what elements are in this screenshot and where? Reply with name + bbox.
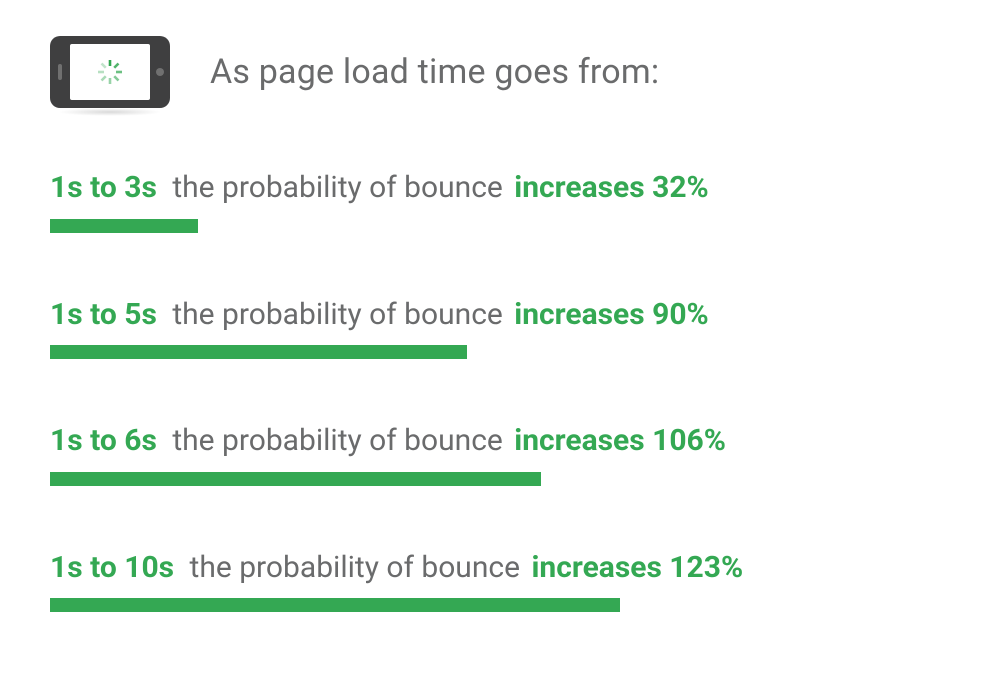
- bar-fill: [50, 219, 198, 233]
- time-range: 1s to 6s: [50, 423, 157, 458]
- infographic-title: As page load time goes from:: [210, 52, 659, 92]
- row-middle-text: the probability of bounce: [172, 170, 503, 205]
- bar-fill: [50, 598, 620, 612]
- phone-home-button: [156, 68, 164, 76]
- phone-speaker: [58, 64, 62, 80]
- time-range: 1s to 10s: [50, 550, 174, 585]
- row-text: 1s to 6s the probability of bounce incre…: [50, 421, 950, 462]
- bar-track: [50, 472, 950, 486]
- rows-container: 1s to 3s the probability of bounce incre…: [50, 168, 950, 612]
- bounce-row: 1s to 3s the probability of bounce incre…: [50, 168, 950, 233]
- bar-track: [50, 598, 950, 612]
- row-middle-text: the probability of bounce: [172, 297, 503, 332]
- increase-label: increases 32%: [514, 170, 708, 205]
- bar-track: [50, 219, 950, 233]
- bar-fill: [50, 345, 467, 359]
- time-range: 1s to 5s: [50, 297, 157, 332]
- header: As page load time goes from:: [50, 36, 950, 108]
- increase-label: increases 106%: [514, 423, 726, 458]
- row-middle-text: the probability of bounce: [172, 423, 503, 458]
- row-text: 1s to 10s the probability of bounce incr…: [50, 548, 950, 589]
- phone-shadow: [58, 108, 162, 116]
- increase-label: increases 90%: [514, 297, 708, 332]
- row-text: 1s to 3s the probability of bounce incre…: [50, 168, 950, 209]
- bar-track: [50, 345, 950, 359]
- increase-label: increases 123%: [531, 550, 743, 585]
- bounce-row: 1s to 5s the probability of bounce incre…: [50, 295, 950, 360]
- loading-spinner-icon: [96, 58, 124, 86]
- row-text: 1s to 5s the probability of bounce incre…: [50, 295, 950, 336]
- phone-illustration: [50, 36, 170, 108]
- time-range: 1s to 3s: [50, 170, 157, 205]
- row-middle-text: the probability of bounce: [190, 550, 521, 585]
- bar-fill: [50, 472, 541, 486]
- bounce-row: 1s to 10s the probability of bounce incr…: [50, 548, 950, 613]
- bounce-row: 1s to 6s the probability of bounce incre…: [50, 421, 950, 486]
